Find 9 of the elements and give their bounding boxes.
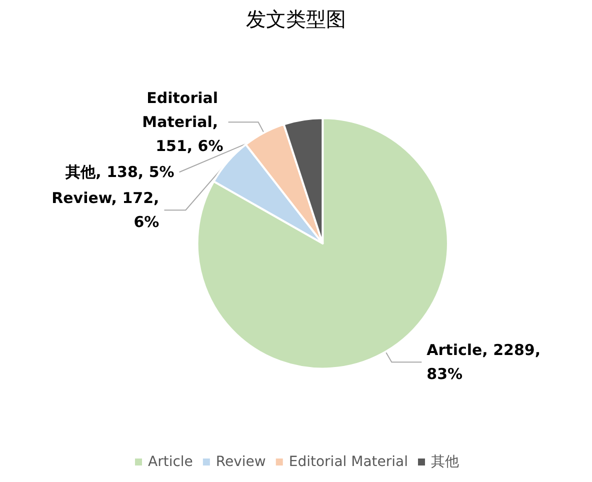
data-label: Review, 172, 6% — [52, 189, 160, 232]
legend-label: Review — [216, 454, 266, 470]
legend-label: Article — [148, 454, 193, 470]
chart-title: 发文类型图 — [246, 7, 346, 31]
legend-label: Editorial Material — [288, 454, 408, 470]
data-label: Editorial Material, 151, 6% — [142, 89, 224, 156]
legend-label: 其他 — [430, 454, 459, 470]
data-label: Article, 2289, 83% — [426, 341, 546, 384]
data-label: 其他, 138, 5% — [64, 163, 174, 182]
